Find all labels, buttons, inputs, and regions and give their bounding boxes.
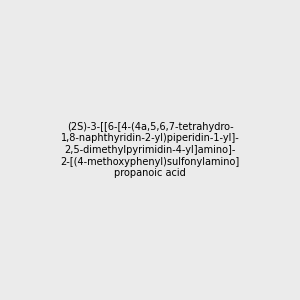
Text: (2S)-3-[[6-[4-(4a,5,6,7-tetrahydro-
1,8-naphthyridin-2-yl)piperidin-1-yl]-
2,5-d: (2S)-3-[[6-[4-(4a,5,6,7-tetrahydro- 1,8-… — [60, 122, 240, 178]
